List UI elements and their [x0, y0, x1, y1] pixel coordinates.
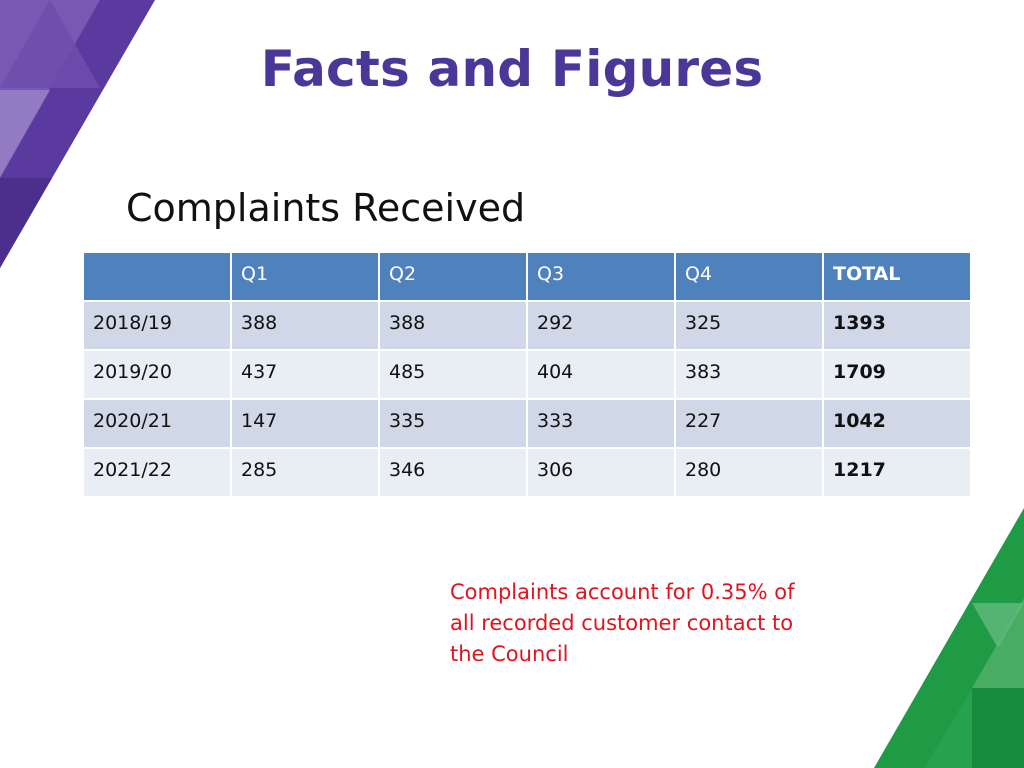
- q3-cell: 292: [526, 300, 676, 351]
- table-heading: Complaints Received: [126, 186, 526, 230]
- q2-cell: 388: [378, 300, 528, 351]
- table-row: 2019/20 437 485 404 383 1709: [82, 349, 972, 400]
- year-cell: 2020/21: [82, 398, 232, 449]
- header-cell-q4: Q4: [674, 251, 824, 302]
- q1-cell: 285: [230, 447, 380, 498]
- total-cell: 1709: [822, 349, 972, 400]
- q2-cell: 485: [378, 349, 528, 400]
- table-header-row: Q1 Q2 Q3 Q4 TOTAL: [82, 251, 972, 302]
- total-cell: 1217: [822, 447, 972, 498]
- header-cell-total: TOTAL: [822, 251, 972, 302]
- q4-cell: 325: [674, 300, 824, 351]
- q3-cell: 404: [526, 349, 676, 400]
- table-row: 2018/19 388 388 292 325 1393: [82, 300, 972, 351]
- table-row: 2021/22 285 346 306 280 1217: [82, 447, 972, 498]
- year-cell: 2019/20: [82, 349, 232, 400]
- q4-cell: 383: [674, 349, 824, 400]
- q1-cell: 437: [230, 349, 380, 400]
- q1-cell: 147: [230, 398, 380, 449]
- year-cell: 2018/19: [82, 300, 232, 351]
- complaints-table: Q1 Q2 Q3 Q4 TOTAL 2018/19 388 388 292 32…: [82, 251, 972, 498]
- table-row: 2020/21 147 335 333 227 1042: [82, 398, 972, 449]
- q4-cell: 280: [674, 447, 824, 498]
- q2-cell: 346: [378, 447, 528, 498]
- slide-title: Facts and Figures: [260, 40, 764, 98]
- total-cell: 1393: [822, 300, 972, 351]
- q4-cell: 227: [674, 398, 824, 449]
- header-cell-q1: Q1: [230, 251, 380, 302]
- header-cell-q2: Q2: [378, 251, 528, 302]
- q3-cell: 306: [526, 447, 676, 498]
- complaints-note: Complaints account for 0.35% of all reco…: [450, 580, 795, 666]
- header-cell-q3: Q3: [526, 251, 676, 302]
- q3-cell: 333: [526, 398, 676, 449]
- year-cell: 2021/22: [82, 447, 232, 498]
- total-cell: 1042: [822, 398, 972, 449]
- q1-cell: 388: [230, 300, 380, 351]
- header-cell-year: [82, 251, 232, 302]
- green-triangle-decoration: [874, 508, 1024, 768]
- q2-cell: 335: [378, 398, 528, 449]
